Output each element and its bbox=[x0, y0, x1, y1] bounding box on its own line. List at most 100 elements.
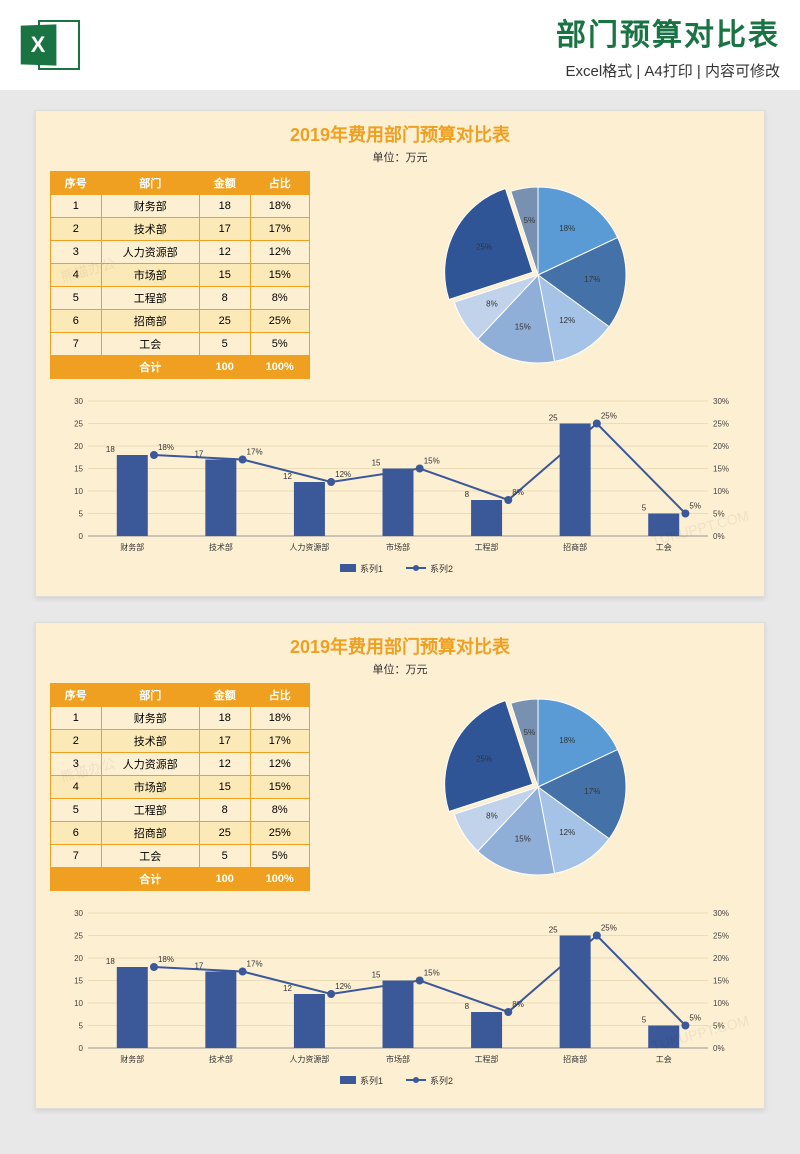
svg-text:12: 12 bbox=[283, 984, 292, 993]
svg-text:15: 15 bbox=[372, 459, 381, 468]
pie-label: 17% bbox=[584, 275, 600, 284]
svg-text:30: 30 bbox=[74, 909, 83, 918]
bar bbox=[648, 1026, 679, 1049]
table-row: 6招商部2525% bbox=[51, 310, 310, 333]
svg-text:30: 30 bbox=[74, 397, 83, 406]
svg-text:15%: 15% bbox=[713, 977, 729, 986]
bar bbox=[117, 455, 148, 536]
svg-text:18: 18 bbox=[106, 445, 115, 454]
table-header: 占比 bbox=[250, 684, 310, 707]
bar bbox=[560, 424, 591, 537]
svg-text:0%: 0% bbox=[713, 1044, 725, 1053]
pie-label: 15% bbox=[515, 835, 531, 844]
svg-text:15: 15 bbox=[372, 971, 381, 980]
table-row: 1财务部1818% bbox=[51, 707, 310, 730]
pie-label: 15% bbox=[515, 323, 531, 332]
table-wrap: 序号部门金额占比1财务部1818%2技术部1717%3人力资源部1212%4市场… bbox=[50, 683, 310, 891]
line-marker bbox=[239, 456, 247, 464]
svg-text:18: 18 bbox=[106, 957, 115, 966]
page-preview: 2019年费用部门预算对比表 单位：万元 序号部门金额占比1财务部1818%2技… bbox=[35, 110, 765, 597]
excel-icon: X bbox=[20, 15, 80, 75]
pie-label: 12% bbox=[559, 316, 575, 325]
svg-text:财务部: 财务部 bbox=[120, 1054, 144, 1064]
bar bbox=[294, 994, 325, 1048]
pie-wrap: 18%17%12%15%8%25%5% bbox=[330, 683, 750, 883]
svg-text:30%: 30% bbox=[713, 397, 729, 406]
page-unit: 单位：万元 bbox=[50, 661, 750, 677]
svg-text:25%: 25% bbox=[713, 420, 729, 429]
bar bbox=[205, 972, 236, 1049]
svg-text:10%: 10% bbox=[713, 487, 729, 496]
svg-text:8%: 8% bbox=[512, 1000, 524, 1009]
table-row: 1财务部1818% bbox=[51, 195, 310, 218]
svg-text:系列2: 系列2 bbox=[430, 563, 453, 574]
svg-text:系列1: 系列1 bbox=[360, 1075, 383, 1086]
bar bbox=[383, 981, 414, 1049]
table-row: 3人力资源部1212% bbox=[51, 241, 310, 264]
table-header: 序号 bbox=[51, 684, 102, 707]
svg-text:25%: 25% bbox=[713, 932, 729, 941]
svg-text:0: 0 bbox=[79, 1044, 84, 1053]
line-marker bbox=[327, 990, 335, 998]
table-total-row: 合计100100% bbox=[51, 356, 310, 379]
combo-chart: 181712158255 18%17%12%15%8%25%5% 0510152… bbox=[50, 899, 750, 1094]
pie-label: 18% bbox=[559, 224, 575, 233]
line-marker bbox=[504, 1008, 512, 1016]
header-text: 部门预算对比表 Excel格式 | A4打印 | 内容可修改 bbox=[95, 10, 780, 81]
svg-text:10: 10 bbox=[74, 999, 83, 1008]
pie-label: 18% bbox=[559, 736, 575, 745]
svg-text:工会: 工会 bbox=[656, 1054, 672, 1064]
table-row: 7工会55% bbox=[51, 845, 310, 868]
svg-text:5: 5 bbox=[79, 1022, 84, 1031]
table-row: 3人力资源部1212% bbox=[51, 753, 310, 776]
pie-label: 25% bbox=[476, 755, 492, 764]
bar bbox=[471, 500, 502, 536]
svg-text:17%: 17% bbox=[247, 448, 263, 457]
combo-wrap: 181712158255 18%17%12%15%8%25%5% 0510152… bbox=[50, 899, 750, 1094]
table-row: 6招商部2525% bbox=[51, 822, 310, 845]
svg-text:0%: 0% bbox=[713, 532, 725, 541]
pie-chart: 18%17%12%15%8%25%5% bbox=[330, 683, 730, 883]
svg-text:15: 15 bbox=[74, 465, 83, 474]
bar bbox=[205, 460, 236, 537]
svg-text:15%: 15% bbox=[713, 465, 729, 474]
bar bbox=[383, 469, 414, 537]
pie-label: 5% bbox=[524, 728, 536, 737]
page-title: 2019年费用部门预算对比表 bbox=[50, 121, 750, 147]
svg-text:市场部: 市场部 bbox=[386, 542, 410, 552]
svg-text:12%: 12% bbox=[335, 982, 351, 991]
table-header: 部门 bbox=[101, 684, 199, 707]
svg-text:招商部: 招商部 bbox=[563, 542, 587, 552]
data-table: 序号部门金额占比1财务部1818%2技术部1717%3人力资源部1212%4市场… bbox=[50, 171, 310, 379]
line-marker bbox=[239, 968, 247, 976]
svg-text:工程部: 工程部 bbox=[475, 542, 499, 552]
line-marker bbox=[150, 451, 158, 459]
pie-label: 5% bbox=[524, 216, 536, 225]
svg-text:12: 12 bbox=[283, 472, 292, 481]
pie-wrap: 18%17%12%15%8%25%5% bbox=[330, 171, 750, 371]
svg-text:20: 20 bbox=[74, 442, 83, 451]
svg-text:25%: 25% bbox=[601, 924, 617, 933]
svg-text:15%: 15% bbox=[424, 969, 440, 978]
table-total-row: 合计100100% bbox=[51, 868, 310, 891]
bar bbox=[648, 514, 679, 537]
line-marker bbox=[593, 932, 601, 940]
table-wrap: 序号部门金额占比1财务部1818%2技术部1717%3人力资源部1212%4市场… bbox=[50, 171, 310, 379]
line-marker bbox=[681, 510, 689, 518]
table-row: 2技术部1717% bbox=[51, 218, 310, 241]
svg-text:10%: 10% bbox=[713, 999, 729, 1008]
svg-text:工会: 工会 bbox=[656, 542, 672, 552]
svg-text:工程部: 工程部 bbox=[475, 1054, 499, 1064]
data-table: 序号部门金额占比1财务部1818%2技术部1717%3人力资源部1212%4市场… bbox=[50, 683, 310, 891]
line-marker bbox=[681, 1022, 689, 1030]
svg-text:25: 25 bbox=[74, 932, 83, 941]
bar bbox=[117, 967, 148, 1048]
header-title: 部门预算对比表 bbox=[95, 10, 780, 54]
svg-text:20: 20 bbox=[74, 954, 83, 963]
bar bbox=[294, 482, 325, 536]
table-row: 7工会55% bbox=[51, 333, 310, 356]
line-marker bbox=[593, 420, 601, 428]
svg-text:5%: 5% bbox=[713, 510, 725, 519]
svg-text:8: 8 bbox=[465, 490, 470, 499]
svg-text:25: 25 bbox=[549, 414, 558, 423]
